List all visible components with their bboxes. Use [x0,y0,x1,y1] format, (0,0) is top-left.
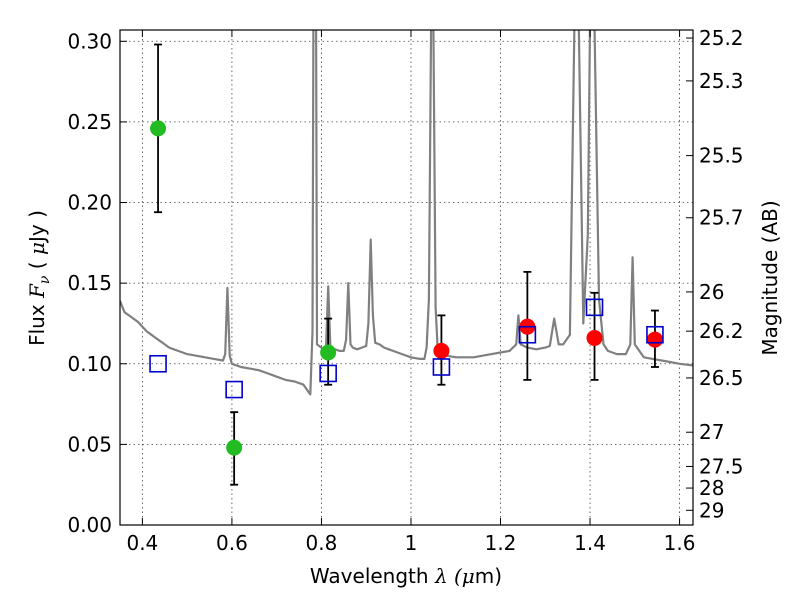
model-point-square [225,380,243,399]
y-tick-label: 0.10 [67,352,112,376]
model-point-square [585,298,604,317]
green-data-point [150,120,167,137]
plot-frame [119,29,694,526]
y2-tick-label: 27 [699,420,724,444]
y-tick-label: 0.25 [67,110,112,134]
y2-tick-label: 27.5 [699,454,744,478]
x-tick-label: 1.2 [485,531,517,555]
x-axis-title: Wavelength λ (μm) [310,564,502,588]
y-tick-label: 0.15 [67,271,112,295]
data-layer [120,30,693,486]
x-tick-label: 1 [405,531,418,555]
y2-axis-title: Magnitude (AB) [758,200,782,355]
y2-tick-label: 25.2 [699,26,744,50]
y2-tick-label: 29 [699,498,724,522]
x-tick-label: 0.8 [306,531,338,555]
red-data-point [433,342,450,359]
y-axis-title: Flux Fν ( μJy ) [25,210,53,346]
model-point-square [319,364,337,383]
y2-tick-label: 25.7 [699,206,744,230]
x-tick-label: 1.6 [664,531,696,555]
red-data-point [646,331,663,348]
y2-tick-label: 25.5 [699,144,744,168]
y2-tick-label: 26 [699,280,724,304]
x-tick-label: 1.4 [574,531,606,555]
y-tick-label: 0.30 [67,29,112,53]
y-tick-label: 0.05 [67,432,112,456]
x-tick-label: 0.6 [216,531,248,555]
model-point-square [646,325,664,344]
y2-tick-label: 26.5 [699,366,744,390]
model-point-square [149,354,167,373]
y-tick-label: 0.20 [67,191,112,215]
y2-tick-label: 26.2 [699,319,744,343]
red-data-point [586,329,603,346]
y-tick-label: 0.00 [67,513,112,537]
model-point-square [432,358,451,376]
y2-tick-label: 28 [699,476,724,500]
y2-tick-label: 25.3 [699,69,744,93]
grid [120,30,693,526]
ticks: 0.4 0.6 0.8 1 1.2 1.4 1.6 0.00 0.05 0.10 0.15 0.20 0… [67,26,743,555]
green-data-point [320,344,337,361]
x-tick-label: 0.4 [126,531,158,555]
model-point-square [518,325,537,344]
green-data-point [226,439,243,456]
spectrum-line [120,30,693,396]
